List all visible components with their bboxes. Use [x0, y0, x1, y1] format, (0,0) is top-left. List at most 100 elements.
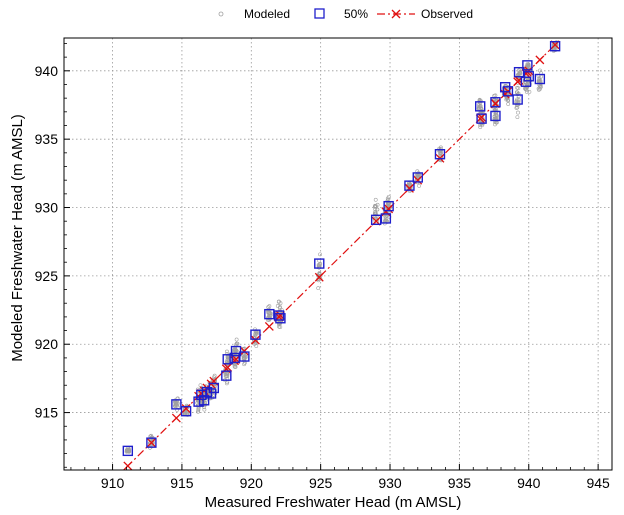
x-tick-label: 925: [309, 475, 333, 491]
p50-point: [475, 101, 486, 112]
observed-point: [413, 175, 423, 185]
modeled-point: [232, 363, 237, 368]
legend-50pct-label: 50%: [344, 7, 368, 21]
p50-point: [229, 352, 240, 364]
modeled-point: [253, 327, 257, 332]
observed-point: [171, 413, 181, 423]
modeled-point: [375, 202, 380, 207]
modeled-point: [524, 89, 529, 94]
p50-point: [230, 345, 242, 357]
modeled-point: [268, 311, 273, 316]
modeled-point: [536, 79, 541, 83]
modeled-point: [375, 207, 380, 212]
p50-point: [196, 389, 207, 401]
modeled-point: [516, 110, 520, 115]
modeled-point: [515, 85, 520, 90]
p50-point: [198, 395, 210, 406]
y-tick-label: 940: [35, 63, 59, 79]
p50-point: [520, 76, 532, 87]
modeled-point: [536, 86, 541, 91]
observed-point: [123, 461, 133, 471]
modeled-point: [254, 344, 259, 348]
p50-point: [534, 73, 546, 85]
p50-point: [383, 200, 394, 212]
modeled-point: [478, 99, 482, 104]
modeled-point: [235, 341, 240, 346]
y-tick-label: 920: [35, 336, 59, 352]
modeled-point: [212, 375, 216, 380]
legend-50pct-symbol: [314, 8, 325, 19]
observed-point: [223, 363, 233, 372]
observed-point: [314, 272, 324, 282]
modeled-point: [316, 263, 321, 267]
p50-point: [208, 382, 220, 394]
x-tick-label: 920: [240, 475, 264, 491]
p50-point: [370, 214, 382, 226]
modeled-point: [225, 352, 229, 356]
p50-point: [490, 110, 501, 122]
y-tick-label: 930: [35, 200, 59, 216]
p50-point: [275, 313, 286, 324]
modeled-point: [173, 404, 177, 408]
p50-point: [193, 396, 204, 407]
modeled-point: [254, 330, 259, 335]
modeled-point: [318, 252, 322, 257]
modeled-point: [125, 447, 130, 452]
modeled-point: [478, 104, 483, 109]
modeled-point: [515, 105, 520, 110]
p50-point: [476, 113, 487, 124]
modeled-point: [223, 374, 228, 378]
p50-point: [239, 351, 250, 362]
p50-point: [549, 41, 561, 52]
modeled-point: [241, 355, 246, 360]
p50-point: [221, 370, 232, 381]
modeled-point: [385, 196, 390, 201]
modeled-point: [539, 84, 544, 89]
p50-point: [273, 310, 285, 321]
modeled-point: [173, 402, 178, 407]
modeled-point: [518, 70, 522, 75]
x-tick-label: 935: [448, 475, 472, 491]
modeled-point: [196, 408, 201, 413]
modeled-point: [373, 197, 378, 202]
modeled-point: [234, 337, 239, 342]
plot-frame: [63, 37, 613, 471]
modeled-point: [225, 349, 229, 354]
modeled-point: [126, 448, 131, 453]
modeled-point: [493, 122, 497, 127]
modeled-point: [525, 81, 530, 86]
p50-point: [512, 94, 523, 105]
modeled-point: [276, 299, 281, 304]
p50-point: [146, 437, 157, 448]
modeled-point: [494, 113, 499, 118]
y-axis: 915 920 925 930 935 940: [35, 43, 70, 468]
p50-point: [222, 354, 233, 365]
modeled-point: [526, 62, 531, 67]
modeled-point: [241, 353, 246, 358]
observed-point: [384, 204, 394, 214]
modeled-point: [537, 77, 542, 82]
p50-point: [205, 388, 217, 399]
modeled-point: [125, 449, 130, 454]
p50-point: [490, 97, 501, 108]
modeled-point: [267, 304, 272, 309]
p50-point: [264, 308, 275, 320]
modeled-point: [195, 387, 200, 392]
x-tick-label: 910: [101, 475, 125, 491]
legend-observed-label: Observed: [421, 7, 473, 21]
p50-point: [434, 149, 446, 160]
modeled-point: [386, 203, 391, 208]
modeled-point: [417, 183, 422, 188]
modeled-point: [527, 89, 532, 94]
modeled-point: [278, 325, 283, 329]
modeled-point: [318, 277, 323, 281]
p50-point: [171, 399, 182, 410]
x-tick-label: 940: [517, 475, 541, 491]
modeled-point: [233, 349, 238, 353]
legend: Modeled 50% Observed: [218, 7, 473, 21]
p50-point: [523, 71, 534, 82]
observed-point: [264, 321, 274, 331]
p50-point: [412, 172, 423, 183]
modeled-point: [278, 305, 282, 309]
